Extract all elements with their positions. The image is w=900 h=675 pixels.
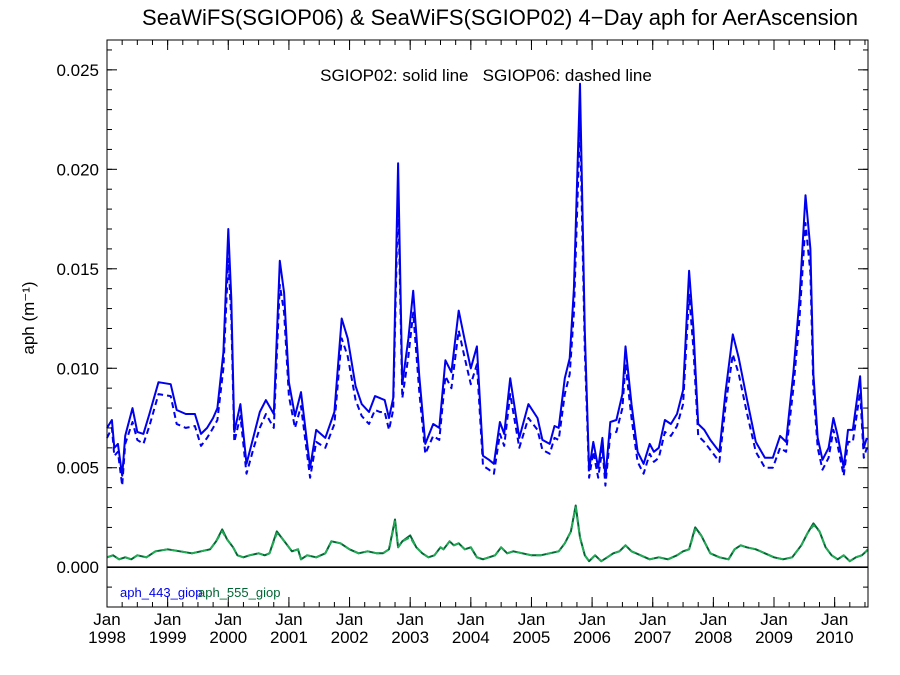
x-tick-label-year: 2010	[816, 628, 854, 647]
chart-title: SeaWiFS(SGIOP06) & SeaWiFS(SGIOP02) 4−Da…	[142, 5, 858, 30]
x-tick-label-month: Jan	[518, 610, 545, 629]
x-tick-label-year: 2005	[513, 628, 551, 647]
x-tick-label-year: 2000	[209, 628, 247, 647]
x-tick-label-month: Jan	[578, 610, 605, 629]
y-tick-label: 0.005	[56, 459, 99, 478]
x-tick-label-month: Jan	[93, 610, 120, 629]
x-tick-label-month: Jan	[821, 610, 848, 629]
x-tick-label-month: Jan	[215, 610, 242, 629]
chart-annotation: SGIOP02: solid line SGIOP06: dashed line	[320, 66, 652, 85]
y-tick-label: 0.025	[56, 61, 99, 80]
x-tick-label-year: 2009	[755, 628, 793, 647]
series-line-aph-443-giop	[106, 82, 868, 479]
plot-frame	[106, 39, 869, 608]
x-tick-label-month: Jan	[396, 610, 423, 629]
x-tick-label-year: 2008	[694, 628, 732, 647]
y-tick-label: 0.000	[56, 558, 99, 577]
x-tick-label-month: Jan	[760, 610, 787, 629]
y-tick-label: 0.010	[56, 359, 99, 378]
x-tick-label-month: Jan	[336, 610, 363, 629]
x-tick-label-year: 2007	[634, 628, 672, 647]
y-axis-label: aph (m⁻¹)	[19, 281, 38, 354]
x-tick-label-year: 1999	[149, 628, 187, 647]
y-tick-label: 0.020	[56, 160, 99, 179]
legend-label: aph_443_giop	[120, 585, 202, 600]
x-tick-label-year: 2003	[391, 628, 429, 647]
x-tick-label-month: Jan	[639, 610, 666, 629]
x-tick-label-year: 2001	[270, 628, 308, 647]
legend-label: aph_555_giop	[198, 585, 280, 600]
x-tick-label-year: 2006	[573, 628, 611, 647]
series-line-aph-555-giop	[106, 504, 869, 563]
x-tick-label-month: Jan	[700, 610, 727, 629]
x-tick-label-year: 2002	[331, 628, 369, 647]
x-tick-label-month: Jan	[457, 610, 484, 629]
x-tick-label-year: 2004	[452, 628, 490, 647]
y-tick-label: 0.015	[56, 260, 99, 279]
series-line-aph-555-giop-sgiop06	[106, 506, 869, 563]
x-tick-label-month: Jan	[154, 610, 181, 629]
series-line-aph-443-giop-sgiop06	[106, 120, 868, 487]
x-tick-label-year: 1998	[88, 628, 126, 647]
x-tick-label-month: Jan	[275, 610, 302, 629]
